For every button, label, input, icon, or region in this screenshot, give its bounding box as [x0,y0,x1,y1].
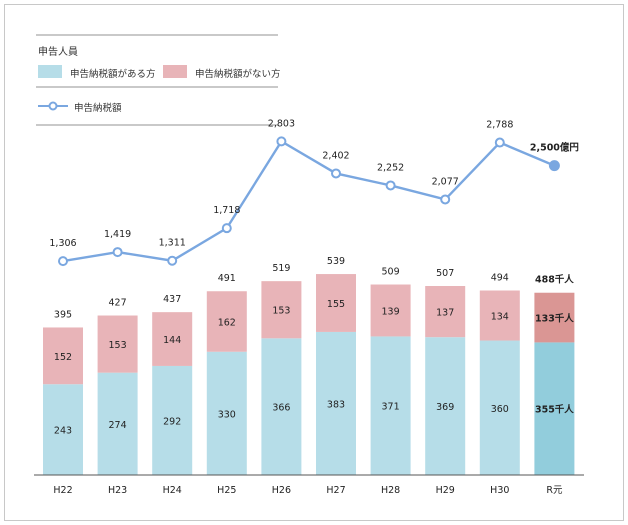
label-without-tax-0: 152 [54,352,72,363]
tax-point-4 [276,136,287,147]
x-tick-6: H28 [381,485,400,496]
label-without-tax-2: 144 [163,335,181,346]
bar-without-tax-4 [261,281,302,339]
label-with-tax-3: 330 [218,409,236,420]
bar-with-tax-9 [534,342,575,475]
legend-label-with-tax: 申告納税額がある方 [70,69,156,80]
label-with-tax-6: 371 [382,402,400,413]
x-tick-8: H30 [490,485,509,496]
label-without-tax-9: 133千人 [535,313,574,325]
bar-without-tax-0 [43,327,83,385]
legend-swatch-with-tax [38,65,62,78]
tax-label-7: 2,077 [432,176,459,187]
label-total-9: 488千人 [535,274,574,286]
label-total-4: 519 [272,263,290,274]
tax-point-0 [58,256,68,267]
bar-without-tax-7 [425,286,466,338]
label-total-3: 491 [218,273,236,284]
tax-point-3 [221,223,232,234]
legend: 申告人員 申告納税額がある方 申告納税額がない方 申告納税額 [0,0,628,130]
label-without-tax-6: 139 [382,306,400,317]
label-without-tax-7: 137 [436,308,454,319]
label-with-tax-7: 369 [436,402,454,413]
tax-amount-line [62,139,555,263]
label-total-2: 437 [163,294,181,305]
label-without-tax-3: 162 [218,317,236,328]
x-tick-4: H26 [272,485,291,496]
tax-point-2 [167,255,178,266]
x-tick-9: R元 [546,485,563,496]
legend-label-tax-amount: 申告納税額 [74,103,122,114]
bar-with-tax-6 [370,336,411,475]
label-with-tax-8: 360 [491,404,509,415]
legend-bottom-rule [36,124,278,126]
tax-label-1: 1,419 [104,229,131,240]
bar-with-tax-7 [425,337,466,475]
x-tick-1: H23 [108,485,127,496]
legend-title: 申告人員 [38,47,78,58]
bar-with-tax-8 [479,340,520,475]
tax-label-9: 2,500億円 [530,142,579,154]
bar-without-tax-1 [97,315,138,373]
label-with-tax-5: 383 [327,399,345,410]
bar-without-tax-8 [479,290,520,341]
bar-with-tax-2 [152,365,193,475]
x-tick-7: H29 [436,485,455,496]
tax-point-7 [440,194,451,205]
bar-without-tax-9 [534,292,575,343]
label-with-tax-0: 243 [54,426,72,437]
legend-line-marker-icon [38,101,68,111]
legend-swatch-without-tax [163,65,187,78]
label-without-tax-1: 153 [109,340,127,351]
tax-label-0: 1,306 [49,238,76,249]
tax-label-5: 2,402 [322,150,349,161]
tax-label-6: 2,252 [377,162,404,173]
tax-label-8: 2,788 [486,120,513,131]
bar-with-tax-1 [97,372,138,475]
bar-with-tax-3 [206,351,247,475]
tax-label-3: 1,718 [213,205,240,216]
label-with-tax-2: 292 [163,416,181,427]
label-with-tax-1: 274 [109,420,127,431]
legend-middle-rule [36,86,278,88]
label-without-tax-4: 153 [272,306,290,317]
label-total-7: 507 [436,268,454,279]
label-without-tax-8: 134 [491,312,509,323]
bar-without-tax-5 [316,274,356,332]
label-total-8: 494 [491,272,509,283]
tax-point-6 [385,180,396,191]
label-without-tax-5: 155 [327,299,345,310]
bar-with-tax-0 [43,384,83,475]
tax-point-9 [548,160,560,172]
x-tick-2: H24 [163,485,182,496]
label-total-5: 539 [327,256,345,267]
tax-point-5 [331,168,341,179]
bar-without-tax-3 [206,291,247,352]
x-tick-3: H25 [217,485,236,496]
label-total-1: 427 [109,298,127,309]
tax-point-1 [112,247,123,258]
label-with-tax-4: 366 [272,403,290,414]
label-total-0: 395 [54,309,72,320]
bar-with-tax-4 [261,338,302,475]
tax-label-2: 1,311 [159,238,186,249]
tax-label-4: 2,803 [268,118,295,129]
legend-top-rule [36,34,278,36]
label-with-tax-9: 355千人 [535,404,574,416]
bar-without-tax-2 [152,312,193,366]
x-tick-0: H22 [53,485,72,496]
bar-with-tax-5 [316,331,356,475]
legend-label-without-tax: 申告納税額がない方 [195,69,281,80]
label-total-6: 509 [382,267,400,278]
x-tick-5: H27 [326,485,345,496]
bar-without-tax-6 [370,284,411,337]
tax-point-8 [494,137,505,148]
